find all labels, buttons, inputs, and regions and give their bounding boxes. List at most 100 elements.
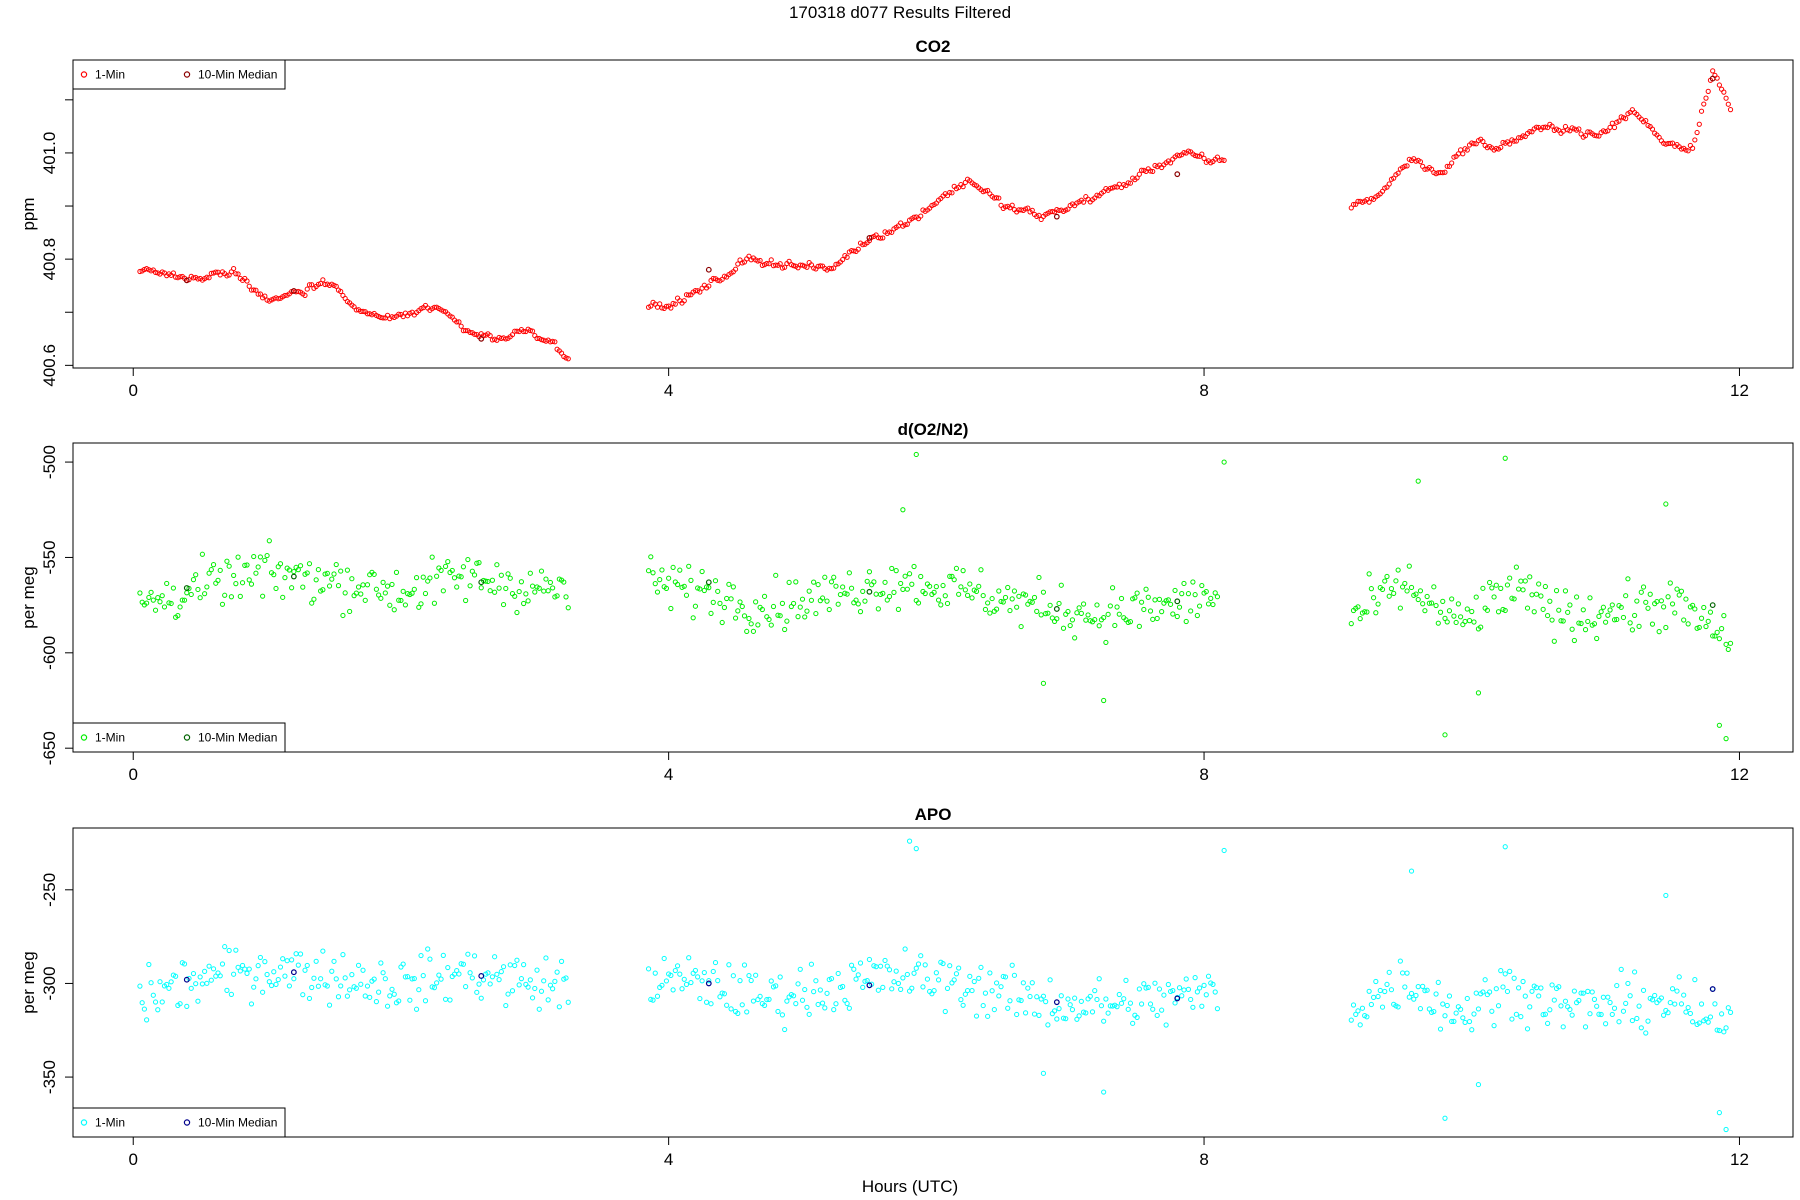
- one-min-point: [1348, 621, 1354, 627]
- one-min-point: [1194, 989, 1200, 995]
- one-min-point: [454, 584, 460, 590]
- one-min-point: [409, 590, 415, 596]
- one-min-point: [1712, 633, 1718, 639]
- one-min-point: [516, 982, 522, 988]
- one-min-point: [1685, 621, 1691, 627]
- one-min-point: [338, 288, 344, 295]
- one-min-point: [1165, 597, 1171, 603]
- one-min-point: [1056, 1006, 1062, 1012]
- one-min-point: [1388, 586, 1395, 592]
- one-min-point: [659, 982, 665, 988]
- one-min-point: [1080, 199, 1087, 205]
- one-min-point: [1705, 618, 1711, 624]
- legend: 1-Min 10-Min Median: [72, 59, 286, 90]
- one-min-point: [340, 612, 346, 619]
- one-min-point: [1435, 620, 1441, 626]
- one-min-point: [516, 588, 522, 595]
- one-min-point: [262, 557, 268, 563]
- one-min-point: [302, 292, 308, 299]
- one-min-point: [1181, 580, 1187, 587]
- one-min-point: [175, 613, 181, 619]
- one-min-point: [971, 978, 977, 985]
- one-min-point: [320, 587, 326, 593]
- one-min-point: [146, 961, 152, 968]
- one-min-point: [1524, 605, 1531, 611]
- one-min-point: [1640, 987, 1647, 993]
- one-min-point: [1582, 1024, 1589, 1030]
- one-min-point: [1384, 573, 1390, 580]
- one-min-point: [1176, 985, 1183, 991]
- panel-title: APO: [915, 805, 952, 824]
- one-min-point: [1370, 595, 1377, 601]
- one-min-point: [1399, 584, 1406, 590]
- one-min-point: [993, 980, 1000, 986]
- one-min-point: [1493, 582, 1499, 588]
- one-min-point: [463, 597, 469, 604]
- one-min-point: [431, 600, 438, 606]
- ten-min-median-point: [1174, 171, 1181, 178]
- one-min-point: [766, 616, 772, 623]
- one-min-point: [1156, 596, 1163, 602]
- one-min-point: [993, 195, 1000, 201]
- one-min-point: [719, 619, 725, 626]
- one-min-point: [565, 605, 571, 611]
- one-min-point: [168, 979, 174, 985]
- one-min-point: [1442, 615, 1448, 621]
- one-min-point: [378, 595, 384, 601]
- one-min-point: [744, 1009, 750, 1015]
- one-min-point: [364, 582, 371, 588]
- one-min-point: [1585, 129, 1591, 135]
- one-min-point: [384, 583, 391, 589]
- one-min-point: [550, 585, 556, 591]
- x-tick-label: 8: [1199, 765, 1208, 784]
- one-min-point: [536, 585, 542, 591]
- one-min-point: [1426, 600, 1432, 606]
- one-min-point: [440, 308, 446, 314]
- one-min-point: [286, 983, 292, 989]
- one-min-point: [761, 1002, 768, 1009]
- one-min-point: [712, 578, 719, 584]
- one-min-point: [802, 614, 808, 620]
- one-min-point: [1710, 633, 1716, 639]
- one-min-point: [1014, 604, 1020, 610]
- one-min-point: [980, 189, 986, 195]
- one-min-point: [730, 973, 736, 979]
- one-min-point: [398, 597, 404, 604]
- one-min-point: [1533, 591, 1540, 597]
- one-min-point: [1719, 626, 1725, 632]
- one-min-point: [1428, 600, 1435, 606]
- one-min-point: [1620, 614, 1627, 621]
- one-min-point: [768, 622, 774, 628]
- one-min-point: [556, 1004, 562, 1010]
- one-min-point: [514, 609, 520, 616]
- one-min-point: [688, 577, 694, 583]
- one-min-point: [338, 568, 344, 574]
- one-min-point: [233, 581, 239, 587]
- one-min-point: [1663, 501, 1669, 507]
- one-min-point: [719, 990, 725, 996]
- one-min-point: [853, 597, 859, 603]
- one-min-point: [1462, 1019, 1468, 1026]
- one-min-point: [297, 951, 304, 957]
- one-min-point: [159, 593, 165, 599]
- one-min-point: [793, 579, 799, 585]
- one-min-point: [177, 604, 183, 610]
- one-min-point: [1627, 620, 1633, 626]
- one-min-point: [710, 968, 716, 975]
- one-min-point: [913, 451, 919, 458]
- one-min-point: [1395, 567, 1401, 573]
- one-min-point: [1580, 607, 1586, 613]
- one-min-point: [804, 1004, 810, 1010]
- one-min-point: [1422, 988, 1428, 994]
- one-min-point: [166, 985, 172, 991]
- one-min-point: [953, 565, 960, 572]
- one-min-point: [1542, 1011, 1548, 1017]
- one-min-point: [855, 246, 861, 252]
- one-min-point: [1453, 619, 1459, 626]
- one-min-point: [1402, 580, 1408, 587]
- one-min-point: [193, 572, 199, 578]
- x-tick-label: 12: [1730, 1150, 1749, 1169]
- plot-frame: [72, 442, 1794, 753]
- one-min-point: [507, 575, 513, 581]
- one-min-point: [766, 261, 772, 267]
